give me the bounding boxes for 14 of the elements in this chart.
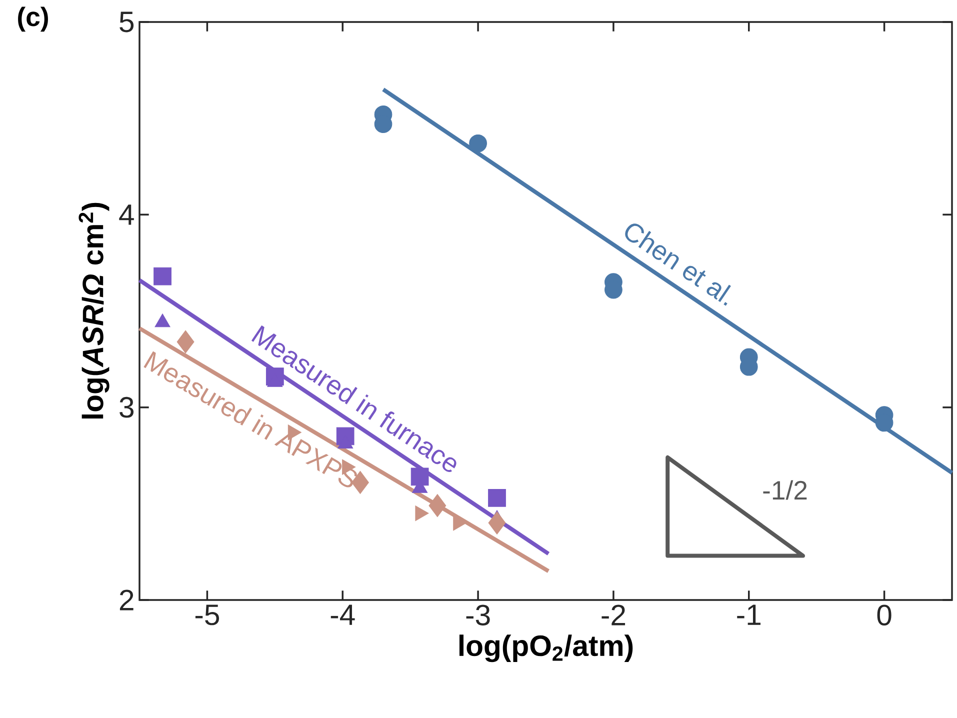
- x-tick-label: -3: [466, 604, 490, 626]
- y-tick-label: 4: [119, 204, 134, 225]
- x-axis-title: log(pO$_{2}$/atm): [459, 634, 633, 662]
- x-tick-label: -1: [737, 604, 760, 625]
- chart-title: (c): [18, 6, 48, 32]
- y-tick-label: 3: [120, 396, 134, 418]
- y-axis-title: log(ASR/Ω cm$^{2}$): [78, 202, 110, 419]
- y-tick-label: 5: [120, 12, 134, 32]
- x-tick-label: -5: [195, 604, 220, 626]
- annotation: -1/2: [763, 480, 807, 500]
- y-tick-label: 2: [120, 590, 134, 610]
- x-tick-label: -4: [330, 604, 355, 625]
- x-tick-label: -2: [602, 604, 626, 626]
- x-tick-label: 0: [877, 604, 892, 626]
